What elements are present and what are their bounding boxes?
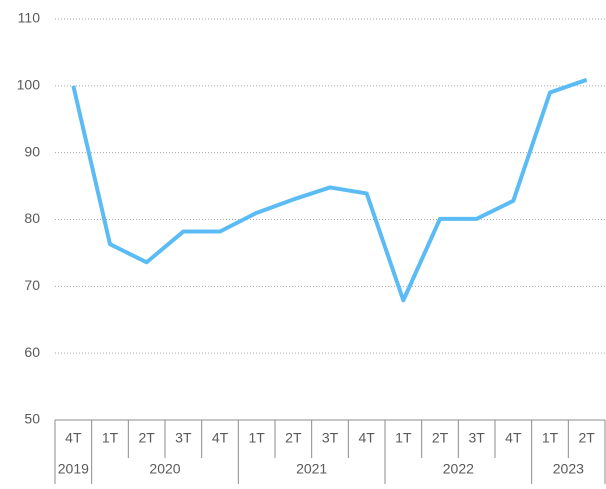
year-label: 2023 [553,461,584,477]
year-label: 2022 [443,461,474,477]
x-tick-label: 1T [395,430,412,446]
x-tick-label: 1T [102,430,119,446]
x-tick-label: 1T [542,430,559,446]
y-tick-label: 50 [24,411,40,427]
x-tick-label: 3T [175,430,192,446]
y-tick-label: 90 [24,143,40,159]
x-tick-label: 4T [212,430,229,446]
y-tick-label: 110 [18,10,41,26]
y-tick-label: 80 [24,210,40,226]
x-tick-label: 4T [65,430,82,446]
y-tick-label: 70 [24,277,40,293]
year-label: 2019 [58,461,89,477]
data-line [71,77,588,303]
year-label: 2021 [296,461,327,477]
y-tick-label: 100 [17,77,41,93]
x-tick-label: 2T [432,430,449,446]
x-tick-label: 3T [322,430,339,446]
x-tick-label: 1T [248,430,265,446]
x-tick-label: 3T [468,430,485,446]
x-tick-label: 2T [285,430,302,446]
x-tick-label: 2T [138,430,155,446]
x-tick-label: 4T [505,430,522,446]
y-tick-label: 60 [24,344,40,360]
year-label: 2020 [149,461,180,477]
x-tick-label: 4T [358,430,375,446]
x-tick-label: 2T [578,430,595,446]
